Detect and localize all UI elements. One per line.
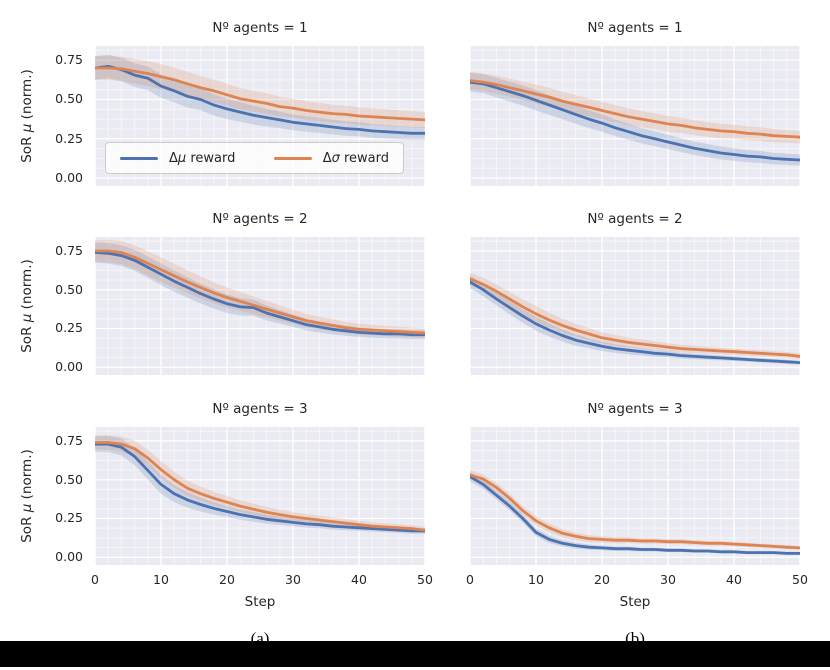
series-line (470, 277, 800, 358)
series-line (95, 251, 425, 337)
x-tick-label: 50 (417, 572, 433, 587)
legend-label: Δμ reward (169, 150, 236, 166)
y-tick-label: 0.25 (55, 510, 83, 526)
confidence-band (95, 242, 425, 340)
x-tick-label: 30 (660, 572, 676, 587)
plot-area-a2 (95, 237, 425, 375)
y-tick-label: 0.75 (55, 432, 83, 448)
y-tick-label: 0.50 (55, 281, 83, 297)
series-line (95, 249, 425, 335)
x-tick-label: 20 (219, 572, 235, 587)
plot-area-a3 (95, 427, 425, 565)
chart-svg-b3 (470, 427, 800, 565)
series-line (95, 441, 425, 532)
series-line (470, 280, 800, 364)
subplot-title-b3: Nº agents = 3 (587, 401, 683, 417)
x-tick-label: 50 (792, 572, 808, 587)
y-axis-label: SoR μ (norm.) (19, 259, 35, 353)
confidence-band (470, 275, 800, 365)
subplot-title-b2: Nº agents = 2 (587, 211, 683, 227)
confidence-band (95, 239, 425, 338)
y-tick-label: 0.00 (55, 359, 83, 375)
chart-svg-b2 (470, 237, 800, 375)
y-tick-label: 0.00 (55, 549, 83, 565)
x-tick-label: 30 (285, 572, 301, 587)
x-tick-label: 10 (528, 572, 544, 587)
y-tick-label: 0.75 (55, 52, 83, 68)
x-tick-label: 40 (726, 572, 742, 587)
y-tick-label: 0.25 (55, 130, 83, 146)
plot-area-b3 (470, 427, 800, 565)
plot-area-b1 (470, 46, 800, 186)
legend-label: Δσ reward (322, 150, 389, 166)
x-tick-label: 40 (351, 572, 367, 587)
subplot-title-a2: Nº agents = 2 (212, 211, 308, 227)
subplot-title-a3: Nº agents = 3 (212, 401, 308, 417)
y-axis-label: SoR μ (norm.) (19, 449, 35, 543)
legend-entry-delta-sigma: Δσ reward (273, 150, 389, 166)
legend-line-sample (273, 156, 312, 160)
series-line (95, 442, 425, 533)
series-line (470, 80, 800, 162)
legend-line-sample (120, 156, 158, 160)
series-line (470, 475, 800, 555)
legend-entry-delta-mu: Δμ reward (120, 151, 235, 166)
y-tick-label: 0.00 (55, 170, 83, 186)
subplot-title-a1: Nº agents = 1 (212, 20, 308, 36)
y-tick-label: 0.25 (55, 320, 83, 336)
plot-area-b2 (470, 237, 800, 375)
legend: Δμ reward Δσ reward (105, 142, 404, 174)
y-tick-label: 0.50 (55, 471, 83, 487)
caption-b: (b) (625, 629, 645, 643)
y-axis-label: SoR μ (norm.) (19, 69, 35, 163)
confidence-band (470, 72, 800, 144)
series-line (95, 66, 425, 122)
chart-svg-a3 (95, 427, 425, 565)
chart-svg-a2 (95, 237, 425, 375)
series-line (470, 79, 800, 139)
x-tick-label: 20 (594, 572, 610, 587)
x-axis-label: Step (619, 594, 651, 610)
x-tick-label: 0 (466, 572, 474, 587)
x-tick-label: 10 (153, 572, 169, 587)
y-tick-label: 0.50 (55, 91, 83, 107)
subplot-title-b1: Nº agents = 1 (587, 20, 683, 36)
x-axis-label: Step (244, 594, 276, 610)
x-tick-label: 0 (91, 572, 99, 587)
series-line (470, 473, 800, 550)
y-tick-label: 0.75 (55, 242, 83, 258)
plot-area-a1 (95, 46, 425, 186)
caption-a: (a) (250, 629, 270, 643)
series-line (95, 64, 425, 135)
confidence-band (95, 56, 425, 128)
chart-svg-b1 (470, 46, 800, 186)
bottom-black-bar (0, 641, 830, 667)
